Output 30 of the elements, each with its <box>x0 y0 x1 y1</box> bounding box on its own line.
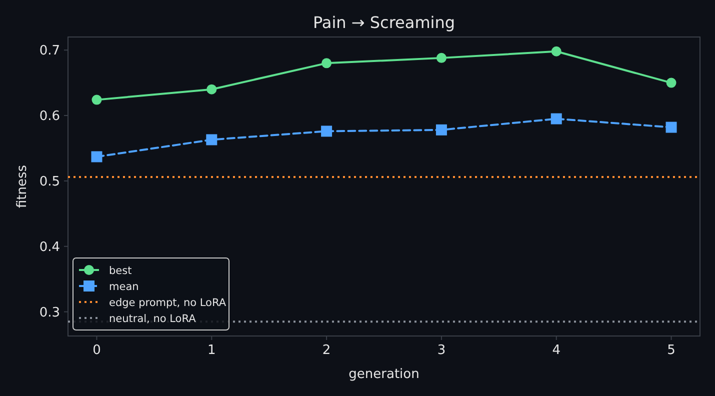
x-tick-label: 3 <box>437 343 446 358</box>
y-tick-label: 0.4 <box>39 240 60 255</box>
x-tick-label: 4 <box>552 343 561 358</box>
point <box>551 46 562 56</box>
x-tick-label: 0 <box>92 343 101 358</box>
point <box>92 94 102 105</box>
legend-label: edge prompt, no LoRA <box>109 297 227 309</box>
point <box>321 126 332 137</box>
y-tick-label: 0.6 <box>39 109 60 124</box>
point <box>206 134 218 146</box>
legend-label: best <box>109 265 132 277</box>
y-tick-label: 0.7 <box>39 44 60 59</box>
x-axis-title: generation <box>348 367 420 382</box>
point <box>666 122 677 133</box>
point <box>436 124 447 136</box>
y-tick-label: 0.3 <box>39 305 60 320</box>
point <box>322 58 332 68</box>
point <box>206 84 217 94</box>
x-tick-label: 2 <box>322 343 331 358</box>
x-tick-label: 5 <box>667 343 676 358</box>
ref-line-label: neutral, no LoRA <box>109 313 197 325</box>
point <box>550 113 562 124</box>
point <box>91 151 102 162</box>
legend-label: mean <box>109 281 139 293</box>
point <box>436 52 446 63</box>
chart-title: Pain → Screaming <box>312 13 456 32</box>
point <box>666 78 676 88</box>
x-tick-label: 1 <box>207 343 216 358</box>
y-axis-title: fitness <box>15 164 30 208</box>
y-tick-label: 0.5 <box>39 174 60 190</box>
